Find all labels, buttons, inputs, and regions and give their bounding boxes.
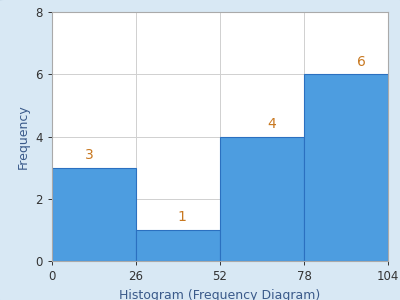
- Text: 6: 6: [357, 55, 366, 69]
- Text: 1: 1: [178, 210, 187, 224]
- Bar: [220, 136, 304, 261]
- Bar: [52, 168, 136, 261]
- Bar: [304, 74, 388, 261]
- Y-axis label: Frequency: Frequency: [17, 104, 30, 169]
- Text: 3: 3: [86, 148, 94, 162]
- Bar: [136, 230, 220, 261]
- X-axis label: Histogram (Frequency Diagram): Histogram (Frequency Diagram): [119, 289, 321, 300]
- Text: 4: 4: [268, 117, 276, 131]
